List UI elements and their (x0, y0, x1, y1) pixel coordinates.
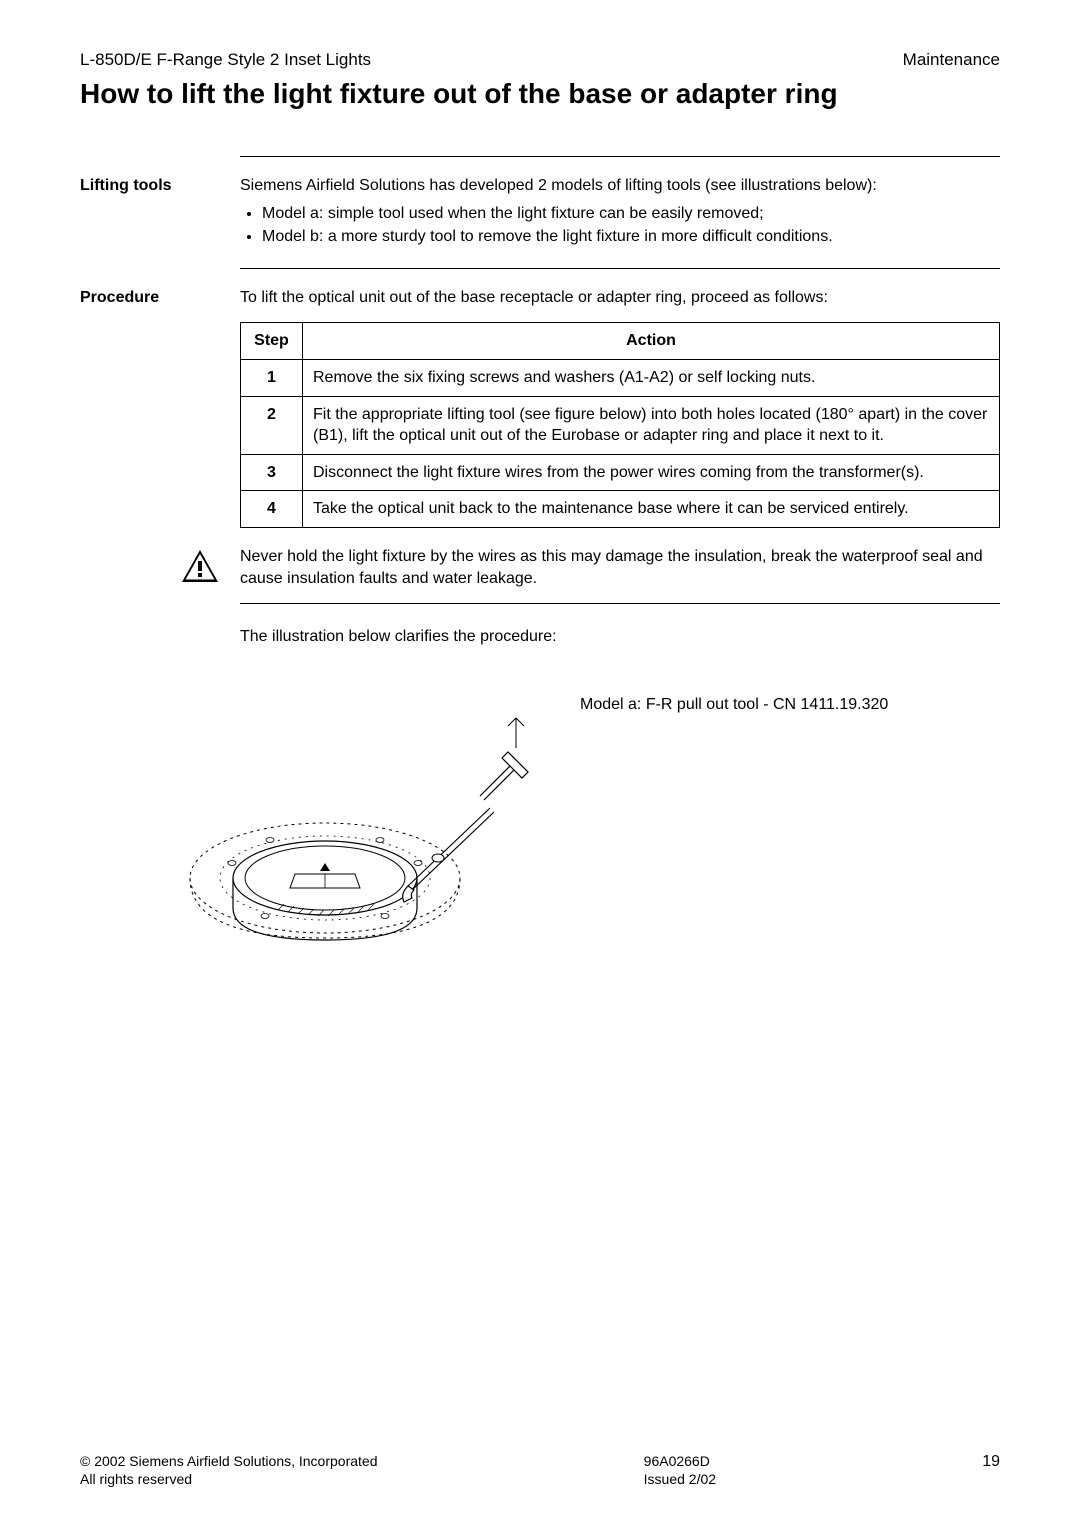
step-num: 4 (241, 491, 303, 528)
lifting-tools-label: Lifting tools (80, 175, 240, 195)
illustration-intro: The illustration below clarifies the pro… (240, 626, 1000, 648)
header-right: Maintenance (903, 50, 1000, 70)
page-footer: © 2002 Siemens Airfield Solutions, Incor… (80, 1452, 1000, 1488)
table-row: 2 Fit the appropriate lifting tool (see … (241, 396, 1000, 454)
divider (240, 156, 1000, 157)
bullet-item: Model b: a more sturdy tool to remove th… (262, 226, 1000, 248)
step-action: Remove the six fixing screws and washers… (303, 359, 1000, 396)
copyright-line2: All rights reserved (80, 1470, 378, 1488)
lifting-tools-section: Lifting tools Siemens Airfield Solutions… (80, 175, 1000, 250)
table-row: 4 Take the optical unit back to the main… (241, 491, 1000, 528)
table-row: 1 Remove the six fixing screws and washe… (241, 359, 1000, 396)
divider (240, 603, 1000, 604)
step-num: 2 (241, 396, 303, 454)
page-header: L-850D/E F-Range Style 2 Inset Lights Ma… (80, 50, 1000, 70)
lifting-tools-bullets: Model a: simple tool used when the light… (262, 203, 1000, 248)
lifting-tools-body: Siemens Airfield Solutions has developed… (240, 175, 1000, 250)
procedure-body: To lift the optical unit out of the base… (240, 287, 1000, 528)
divider (240, 268, 1000, 269)
warning-text: Never hold the light fixture by the wire… (240, 546, 1000, 589)
table-header-row: Step Action (241, 323, 1000, 360)
copyright-line1: © 2002 Siemens Airfield Solutions, Incor… (80, 1452, 378, 1470)
illustration-row: Model a: F-R pull out tool - CN 1411.19.… (180, 688, 1000, 993)
procedure-intro: To lift the optical unit out of the base… (240, 289, 828, 306)
step-num: 1 (241, 359, 303, 396)
step-action: Take the optical unit back to the mainte… (303, 491, 1000, 528)
issued-date: Issued 2/02 (644, 1470, 716, 1488)
header-left: L-850D/E F-Range Style 2 Inset Lights (80, 50, 371, 70)
procedure-label: Procedure (80, 287, 240, 307)
bullet-item: Model a: simple tool used when the light… (262, 203, 1000, 225)
warning-icon (180, 548, 220, 589)
step-action: Disconnect the light fixture wires from … (303, 454, 1000, 491)
lifting-tools-intro: Siemens Airfield Solutions has developed… (240, 177, 877, 194)
footer-center: 96A0266D Issued 2/02 (644, 1452, 716, 1488)
page-title: How to lift the light fixture out of the… (80, 78, 1000, 110)
col-step: Step (241, 323, 303, 360)
illustration-label: Model a: F-R pull out tool - CN 1411.19.… (580, 696, 888, 714)
warning-block: Never hold the light fixture by the wire… (180, 546, 1000, 589)
pull-out-tool-illustration (180, 688, 560, 993)
table-row: 3 Disconnect the light fixture wires fro… (241, 454, 1000, 491)
procedure-section: Procedure To lift the optical unit out o… (80, 287, 1000, 528)
col-action: Action (303, 323, 1000, 360)
doc-number: 96A0266D (644, 1452, 716, 1470)
footer-left: © 2002 Siemens Airfield Solutions, Incor… (80, 1452, 378, 1488)
steps-table: Step Action 1 Remove the six fixing scre… (240, 322, 1000, 528)
step-action: Fit the appropriate lifting tool (see fi… (303, 396, 1000, 454)
step-num: 3 (241, 454, 303, 491)
footer-page: 19 (982, 1452, 1000, 1488)
